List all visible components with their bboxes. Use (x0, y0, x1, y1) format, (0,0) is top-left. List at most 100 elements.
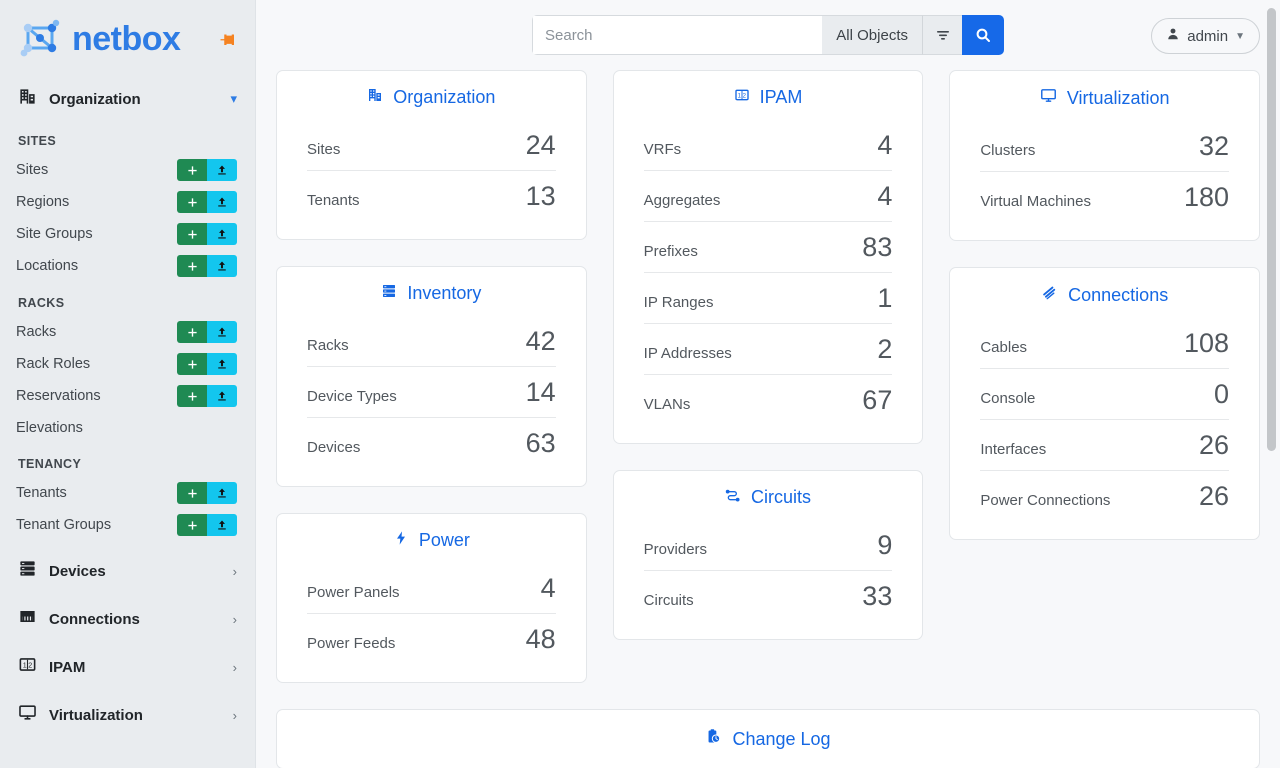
dashboard-column-1: Organization Sites 24 Tenants 13 (276, 70, 587, 683)
caret-down-icon: ▼ (1235, 30, 1245, 42)
card-title-changelog[interactable]: Change Log (277, 728, 1259, 750)
pin-icon[interactable] (217, 28, 239, 50)
dashboard-content: Organization Sites 24 Tenants 13 (256, 70, 1280, 768)
stat-row[interactable]: Cables 108 (980, 318, 1229, 368)
sidebar-item-tenant-groups[interactable]: Tenant Groups (0, 509, 255, 541)
add-tenant-groups-button[interactable] (177, 514, 207, 536)
user-menu-button[interactable]: admin ▼ (1151, 18, 1260, 54)
sidebar-item-locations[interactable]: Locations (0, 250, 255, 282)
add-rack-roles-button[interactable] (177, 353, 207, 375)
stat-label: VRFs (643, 141, 682, 158)
add-regions-button[interactable] (177, 191, 207, 213)
sidebar-item-regions[interactable]: Regions (0, 186, 255, 218)
stat-row[interactable]: Circuits 33 (643, 570, 893, 621)
card-title-power[interactable]: Power (277, 530, 586, 563)
stat-value: 4 (877, 181, 893, 211)
stat-value: 9 (877, 530, 893, 560)
search-scope-label: All Objects (836, 26, 908, 44)
stat-row[interactable]: Device Types 14 (307, 366, 556, 417)
sidebar-item-reservations[interactable]: Reservations (0, 380, 255, 412)
stat-row[interactable]: VRFs 4 (644, 120, 893, 170)
stat-label: Virtual Machines (980, 193, 1091, 210)
stat-row[interactable]: Virtual Machines 180 (980, 171, 1230, 222)
sidebar-item-rack-roles[interactable]: Rack Roles (0, 348, 255, 380)
ip-numbers-icon: 1 2 (18, 655, 37, 679)
sidebar-group-virtualization[interactable]: Virtualization › (0, 691, 255, 739)
monitor-icon (18, 703, 37, 727)
sidebar-item-sites[interactable]: Sites (0, 154, 255, 186)
card-title-connections[interactable]: Connections (950, 284, 1259, 318)
filter-icon[interactable] (922, 15, 962, 55)
sidebar-section-sites-label: SITES (18, 134, 57, 148)
server-rack-icon (381, 283, 397, 304)
sidebar-item-elevations[interactable]: Elevations (0, 412, 255, 443)
add-tenants-button[interactable] (177, 482, 207, 504)
search-submit-button[interactable] (962, 15, 1004, 55)
import-locations-button[interactable] (207, 255, 237, 277)
sidebar-group-label: Organization (49, 90, 141, 108)
stat-row[interactable]: Tenants 13 (307, 170, 556, 221)
sidebar-item-actions (177, 385, 237, 407)
import-site-groups-button[interactable] (207, 223, 237, 245)
stat-value: 13 (525, 181, 556, 211)
stat-label: Aggregates (643, 192, 721, 209)
sidebar-group-devices[interactable]: Devices › (0, 547, 255, 595)
stat-row[interactable]: Power Feeds 48 (307, 613, 556, 664)
import-sites-button[interactable] (207, 159, 237, 181)
chevron-down-icon: ▾ (230, 91, 237, 106)
add-racks-button[interactable] (177, 321, 207, 343)
sidebar-item-label: Racks (16, 324, 57, 340)
svg-text:2: 2 (28, 662, 32, 670)
netbox-logo-icon[interactable] (18, 17, 64, 61)
add-locations-button[interactable] (177, 255, 207, 277)
search-scope-dropdown[interactable]: All Objects (822, 15, 922, 55)
import-racks-button[interactable] (207, 321, 237, 343)
stat-row[interactable]: Interfaces 26 (980, 419, 1230, 470)
sidebar-item-label: Regions (16, 194, 70, 210)
card-title-ipam[interactable]: 1 2 IPAM (614, 87, 923, 120)
stat-list: Cables 108 Console 0 Interfaces 26 (950, 318, 1259, 521)
add-reservations-button[interactable] (177, 385, 207, 407)
stat-row[interactable]: Devices 63 (307, 417, 556, 468)
stat-row[interactable]: Aggregates 4 (643, 170, 893, 221)
stat-row[interactable]: IP Ranges 1 (643, 272, 893, 323)
sidebar-group-organization[interactable]: Organization ▾ (0, 78, 255, 120)
card-virtualization: Virtualization Clusters 32 Virtual Machi… (949, 70, 1261, 241)
sidebar-item-tenants[interactable]: Tenants (0, 477, 255, 509)
sidebar-group-ipam[interactable]: 1 2 IPAM › (0, 643, 255, 691)
cable-icon (1041, 284, 1058, 306)
import-reservations-button[interactable] (207, 385, 237, 407)
stat-row[interactable]: VLANs 67 (643, 374, 893, 425)
search-input[interactable] (532, 15, 823, 55)
sidebar-item-site-groups[interactable]: Site Groups (0, 218, 255, 250)
stat-row[interactable]: Clusters 32 (980, 121, 1229, 171)
vertical-scrollbar[interactable] (1267, 8, 1276, 451)
stat-label: Providers (643, 541, 708, 558)
import-rack-roles-button[interactable] (207, 353, 237, 375)
import-tenants-button[interactable] (207, 482, 237, 504)
stat-row[interactable]: Power Panels 4 (307, 563, 556, 613)
card-title-label: Circuits (751, 487, 812, 507)
stat-value: 33 (862, 581, 893, 611)
ethernet-port-icon (18, 607, 37, 631)
add-site-groups-button[interactable] (177, 223, 207, 245)
card-title-virtualization[interactable]: Virtualization (950, 87, 1259, 121)
add-sites-button[interactable] (177, 159, 207, 181)
stat-row[interactable]: Power Connections 26 (980, 470, 1230, 521)
stat-row[interactable]: Prefixes 83 (643, 221, 893, 272)
card-title-circuits[interactable]: Circuits (614, 487, 923, 520)
stat-label: Sites (307, 141, 341, 158)
card-ipam: 1 2 IPAM VRFs 4 (612, 70, 924, 444)
stat-row[interactable]: Sites 24 (307, 120, 556, 170)
sidebar-item-racks[interactable]: Racks (0, 316, 255, 348)
stat-row[interactable]: Racks 42 (307, 316, 556, 366)
import-regions-button[interactable] (207, 191, 237, 213)
stat-row[interactable]: Providers 9 (644, 520, 893, 570)
stat-row[interactable]: Console 0 (980, 368, 1230, 419)
import-tenant-groups-button[interactable] (207, 514, 237, 536)
card-title-inventory[interactable]: Inventory (277, 283, 586, 316)
sidebar-item-label: Rack Roles (16, 356, 91, 372)
card-title-organization[interactable]: Organization (277, 87, 586, 120)
stat-row[interactable]: IP Addresses 2 (643, 323, 893, 374)
sidebar-group-connections[interactable]: Connections › (0, 595, 255, 643)
